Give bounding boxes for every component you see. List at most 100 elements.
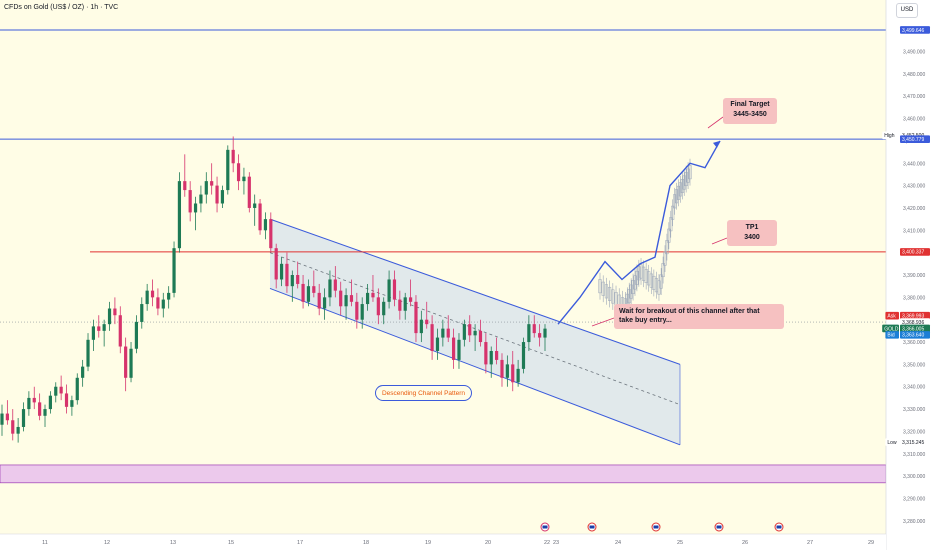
channel-lower-line: [269, 287, 681, 446]
tp1-line-2: 3400: [744, 234, 760, 241]
projection-body-27: [665, 240, 669, 255]
candle-body-43: [231, 149, 235, 164]
price-tag-name-1: High: [884, 133, 895, 139]
candle-body-88: [473, 330, 477, 336]
candle-body-24: [129, 348, 133, 378]
candle-body-10: [54, 386, 58, 396]
price-tag-name-8: Low: [887, 440, 897, 446]
projection-body-28: [667, 228, 671, 243]
currency-button[interactable]: USD: [896, 3, 918, 18]
candle-body-25: [134, 321, 139, 349]
price-tag-name-bg-4: [885, 311, 899, 320]
candle-body-11: [59, 386, 63, 394]
candle-body-90: [484, 342, 488, 365]
channel-upper-line: [269, 218, 681, 365]
candle-body-86: [462, 324, 466, 340]
projection-body-3: [608, 286, 612, 301]
candle-body-92: [495, 350, 499, 360]
breakout-note-line-2: take buy entry...: [619, 317, 672, 324]
time-tick-label-8: 22: [544, 540, 550, 546]
candle-body-66: [355, 301, 359, 320]
price-tick-label-9: 3,410.000: [903, 228, 925, 234]
time-tick-label-0: 11: [42, 540, 48, 546]
candle-body-42: [226, 149, 230, 191]
projection-body-1: [601, 281, 605, 296]
candle-body-8: [43, 409, 47, 416]
candle-body-37: [199, 194, 203, 204]
price-tag-bg-0: [900, 26, 930, 34]
candle-body-47: [253, 203, 257, 208]
candle-body-29: [156, 297, 160, 309]
candle-body-1: [5, 413, 9, 421]
candle-body-70: [376, 297, 380, 316]
candle-body-99: [532, 324, 536, 334]
price-tag-bg-8: [900, 438, 930, 446]
price-tag-value-6: 3,366.005: [902, 326, 924, 332]
price-tag-name-6: GOLD: [884, 326, 899, 332]
projection-body-26: [663, 251, 667, 266]
event-flag-stripe-4: [776, 525, 782, 529]
candle-body-39: [210, 181, 214, 186]
candle-body-16: [86, 339, 90, 367]
candle-body-72: [387, 279, 391, 302]
candle-body-3: [16, 426, 20, 434]
candle-body-33: [177, 181, 182, 249]
candle-body-19: [102, 324, 106, 331]
candle-body-76: [408, 297, 413, 302]
candle-body-20: [107, 308, 112, 325]
projection-body-35: [680, 178, 684, 193]
price-tag-value-5: 3,368.936: [902, 320, 924, 326]
candle-body-49: [263, 219, 268, 231]
price-tag-value-2: 3,450.779: [902, 137, 924, 143]
price-tag-value-4: 3,369.993: [902, 313, 924, 319]
projection-path: [557, 140, 721, 325]
candle-body-31: [167, 292, 171, 300]
time-tick-label-9: 23: [553, 540, 559, 546]
candle-body-84: [452, 337, 456, 360]
candle-body-41: [220, 190, 225, 204]
time-tick-label-13: 27: [807, 540, 813, 546]
projection-body-2: [604, 284, 608, 299]
price-tag-value-7: 3,363.640: [902, 333, 924, 339]
candle-body-87: [468, 324, 472, 336]
price-tick-label-16: 3,340.000: [903, 385, 925, 391]
event-flag-stripe-2: [653, 525, 659, 529]
candle-body-57: [306, 286, 311, 302]
time-tick-label-4: 17: [297, 540, 303, 546]
candle-body-60: [322, 297, 327, 309]
price-tag-bg-2: [900, 135, 930, 143]
candle-body-34: [183, 181, 187, 191]
projection-body-24: [659, 274, 663, 289]
candle-body-65: [349, 295, 354, 302]
candle-body-14: [75, 377, 79, 401]
candle-body-98: [527, 324, 531, 343]
target-pointer: [707, 116, 724, 129]
candle-body-40: [215, 185, 219, 204]
projection-body-25: [661, 263, 665, 278]
price-tag-bg-4: [900, 311, 930, 320]
projection-arrowhead: [713, 140, 720, 148]
price-tag-value-8: 3,315.245: [902, 440, 924, 446]
candle-body-77: [414, 301, 418, 334]
candle-body-36: [193, 203, 198, 213]
demand-zone: [0, 464, 887, 484]
event-flag-stripe-0: [542, 525, 548, 529]
time-tick-label-6: 19: [425, 540, 431, 546]
price-tag-bg-3: [900, 248, 930, 256]
candle-body-78: [419, 319, 423, 334]
projection-body-15: [637, 266, 641, 281]
candle-body-85: [457, 339, 461, 360]
candle-body-80: [430, 324, 434, 351]
candle-body-48: [258, 203, 262, 231]
tp1-pointer: [711, 237, 728, 245]
candle-body-27: [145, 290, 149, 305]
channel-pattern-label: Descending Channel Pattern: [375, 385, 472, 401]
price-tag-name-bg-7: [885, 331, 899, 339]
time-axis-ticks: 11 12 13 15 17 18 19 20 22 23 24 25 26 27 29: [42, 540, 874, 546]
projection-body-0: [598, 279, 602, 294]
price-tag-name-bg-1: [882, 131, 899, 140]
price-tag-value-3: 3,400.337: [902, 250, 924, 256]
